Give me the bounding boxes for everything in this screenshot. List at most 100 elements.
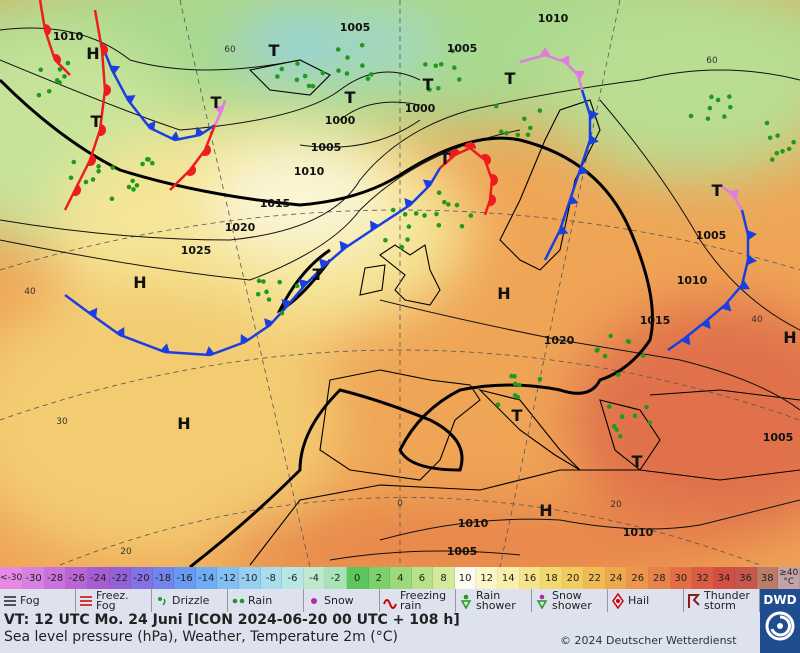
weather-legend-item: Freezing rain — [380, 589, 456, 612]
rain-dot — [36, 92, 42, 98]
weather-label: Drizzle — [172, 593, 210, 607]
scale-cell: 2 — [368, 567, 391, 589]
rain-dot — [383, 237, 388, 243]
rain-dot — [504, 130, 509, 136]
scale-label: 14 — [501, 572, 515, 584]
pressure-center: H — [133, 273, 146, 292]
pressure-label: 1025 — [181, 244, 212, 257]
weather-label: Rain shower — [476, 588, 516, 612]
pressure-label: 1015 — [640, 314, 671, 327]
weather-label: Rain — [248, 593, 273, 607]
rain-dot — [454, 202, 460, 208]
scale-label: 32 — [696, 572, 709, 584]
rain-dot — [277, 279, 283, 285]
latitude-label: 40 — [751, 315, 763, 325]
rain-dot — [611, 424, 617, 429]
rain-dot — [54, 77, 60, 83]
scale-label: -26 — [68, 572, 85, 584]
weather-symbols — [36, 42, 796, 439]
scale-label: 18 — [545, 572, 558, 584]
pressure-center: T — [712, 181, 723, 200]
pressure-label: 1005 — [311, 141, 342, 154]
latitude-label: 30 — [56, 417, 68, 427]
weather-legend-item: Snow shower — [532, 589, 608, 612]
pressure-center: H — [86, 44, 99, 63]
rain-dot — [279, 310, 285, 316]
rain-dot — [726, 94, 732, 99]
scale-cell: 0 — [346, 567, 369, 589]
pressure-center: T — [91, 112, 102, 131]
rain-dot — [614, 427, 619, 432]
pressure-center: T — [512, 406, 523, 425]
rain-dot — [632, 413, 638, 419]
scale-label: 30 — [674, 572, 688, 584]
scale-cell: -12 — [217, 567, 240, 589]
rain-dot — [294, 283, 300, 289]
rain-dot — [399, 244, 405, 250]
rain-dot — [57, 67, 63, 72]
scale-label: 4 — [397, 572, 404, 584]
rain-dot — [150, 160, 155, 166]
scale-cell: -4 — [303, 567, 326, 589]
pressure-label: 1005 — [447, 545, 478, 558]
scale-cell: 18 — [541, 567, 563, 589]
rain-dot — [495, 402, 501, 407]
scale-unit: °C — [783, 577, 795, 587]
scale-label: -4 — [309, 572, 320, 584]
scale-cell: 6 — [411, 567, 434, 589]
rain-dot — [140, 161, 145, 167]
rain-dot — [786, 146, 792, 152]
rain-dot — [602, 353, 608, 359]
rain-dot — [468, 213, 474, 218]
pressure-label: 1005 — [696, 229, 727, 242]
rain-dot — [275, 74, 280, 79]
rain-dot — [423, 62, 428, 67]
scale-label: 24 — [609, 572, 623, 584]
scale-cell: 10 — [454, 567, 477, 589]
latitude-label: 60 — [224, 45, 236, 55]
rain-dot — [647, 420, 653, 426]
rain-dot — [345, 55, 350, 60]
rain-dot — [459, 223, 465, 229]
scale-label: -14 — [197, 572, 215, 584]
latitude-label: 20 — [120, 547, 132, 557]
scale-cell: 4 — [390, 567, 412, 589]
scale-cell: 30 — [670, 567, 693, 589]
rain-dot — [402, 212, 408, 217]
scale-cell: -2 — [325, 567, 347, 589]
pressure-center: T — [632, 452, 643, 471]
rain-dot — [306, 83, 312, 89]
rain-dot — [522, 116, 527, 122]
scale-cell: -8 — [260, 567, 283, 589]
pressure-label: 1000 — [405, 102, 436, 115]
pressure-label: 1005 — [447, 42, 478, 55]
rain-dot — [126, 184, 132, 190]
rain-dot — [456, 77, 462, 82]
rain-dot — [413, 211, 419, 216]
pressure-label: 1010 — [623, 526, 654, 539]
pressure-label: 1005 — [340, 21, 371, 34]
weather-icon — [383, 598, 397, 609]
rain-dot — [310, 83, 316, 89]
pressure-center: H — [497, 284, 510, 303]
scale-cell: -10 — [239, 567, 261, 589]
rain-dot — [406, 224, 412, 229]
rain-dot — [516, 382, 522, 388]
pressure-center: H — [539, 501, 552, 520]
scale-label: -6 — [287, 572, 298, 584]
weather-label: Thunder storm — [704, 588, 750, 612]
rain-dot — [722, 114, 727, 119]
valid-time: VT: 12 UTC Mo. 24 Juni [ICON 2024-06-20 … — [4, 612, 460, 628]
rain-dot — [302, 73, 308, 79]
scale-cell: -14 — [195, 567, 218, 589]
rain-dot — [336, 68, 341, 73]
pressure-label: 1015 — [260, 197, 291, 210]
weather-icon — [311, 597, 317, 604]
rain-dot — [619, 414, 625, 419]
rain-dot — [608, 333, 614, 339]
rain-dot — [715, 97, 721, 103]
rain-dot — [525, 132, 531, 138]
rain-dot — [707, 105, 713, 111]
rain-dot — [515, 394, 521, 400]
